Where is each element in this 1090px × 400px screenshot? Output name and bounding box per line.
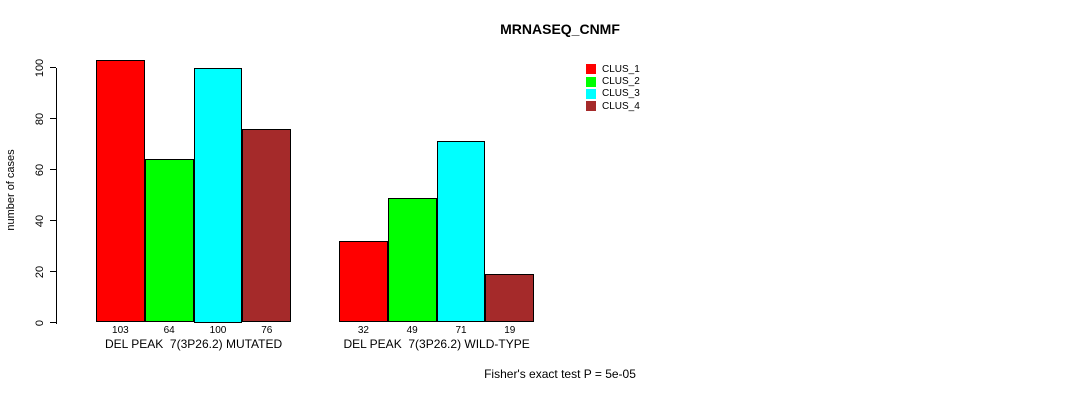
bar-clus_3-group2 <box>436 141 486 323</box>
y-tick-label: 40 <box>34 214 46 227</box>
bar-clus_2-group2 <box>387 197 437 323</box>
legend: CLUS_1 CLUS_2 CLUS_3 CLUS_4 <box>586 63 640 113</box>
bar-value-label: 64 <box>163 325 175 336</box>
group-label: DEL PEAK 7(3P26.2) WILD-TYPE <box>343 337 530 351</box>
y-tick-label: 80 <box>34 112 46 125</box>
y-axis-tick <box>50 118 56 119</box>
legend-label: CLUS_3 <box>602 88 640 100</box>
legend-item-clus_1: CLUS_1 <box>586 63 640 75</box>
bar-clus_1-group1 <box>96 59 145 323</box>
chart-title: MRNASEQ_CNMF <box>500 21 620 37</box>
legend-swatch-icon <box>586 76 596 87</box>
bar-clus_2-group1 <box>144 159 194 323</box>
footer-annotation: Fisher's exact test P = 5e-05 <box>484 367 636 381</box>
group-label: DEL PEAK 7(3P26.2) MUTATED <box>105 337 283 351</box>
legend-item-clus_4: CLUS_4 <box>586 100 640 112</box>
bar-clus_1-group2 <box>339 240 388 323</box>
bar-clus_4-group2 <box>485 274 535 323</box>
bar-value-label: 71 <box>455 325 467 336</box>
bar-value-label: 32 <box>357 325 369 336</box>
y-axis-tick <box>50 67 56 68</box>
y-tick-label: 20 <box>34 265 46 278</box>
legend-label: CLUS_2 <box>602 76 640 88</box>
bar-value-label: 100 <box>209 325 227 336</box>
bar-clus_3-group1 <box>193 67 243 323</box>
y-axis-tick <box>50 220 56 221</box>
legend-label: CLUS_4 <box>602 100 640 112</box>
y-axis-line <box>56 67 57 324</box>
y-axis-tick <box>50 271 56 272</box>
bar-value-label: 103 <box>112 325 129 336</box>
legend-item-clus_3: CLUS_3 <box>586 88 640 100</box>
y-axis-label: number of cases <box>5 149 17 231</box>
bar-value-label: 76 <box>261 325 273 336</box>
y-axis-tick <box>50 169 56 170</box>
legend-label: CLUS_1 <box>602 63 640 75</box>
bar-value-label: 19 <box>504 325 516 336</box>
y-tick-label: 100 <box>34 58 46 77</box>
bar-clus_4-group1 <box>242 128 292 323</box>
bar-value-label: 49 <box>406 325 418 336</box>
y-tick-label: 0 <box>34 319 46 326</box>
y-tick-label: 60 <box>34 163 46 176</box>
legend-swatch-icon <box>586 88 596 99</box>
y-axis-tick <box>50 322 56 323</box>
legend-swatch-icon <box>586 101 596 112</box>
legend-item-clus_2: CLUS_2 <box>586 75 640 87</box>
legend-swatch-icon <box>586 64 596 75</box>
